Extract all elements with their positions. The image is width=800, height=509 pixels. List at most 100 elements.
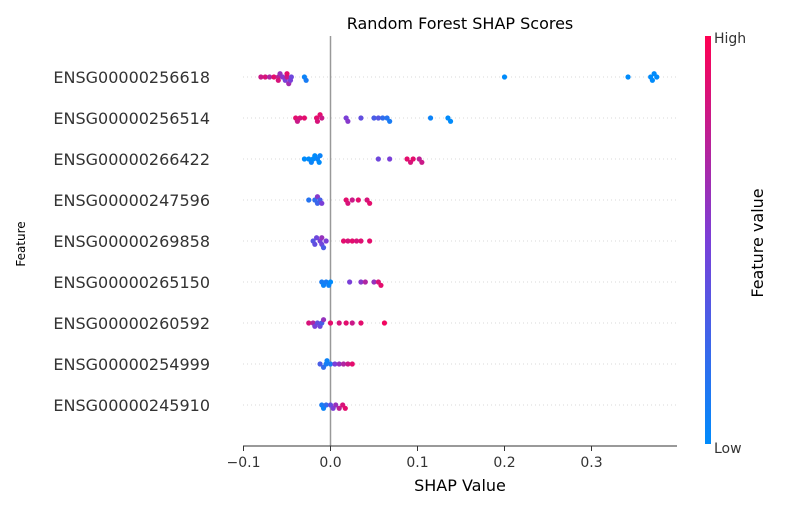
colorbar-low-label: Low <box>714 441 742 457</box>
feature-label: ENSG00000247596 <box>53 191 210 210</box>
shap-point <box>327 320 334 326</box>
shap-point <box>625 74 631 80</box>
shap-point <box>284 71 290 77</box>
shap-point <box>358 320 364 326</box>
shap-point <box>324 358 330 364</box>
shap-point <box>649 77 656 83</box>
feature-label: ENSG00000256514 <box>53 109 210 128</box>
shap-point <box>340 238 347 244</box>
shap-point <box>319 115 325 121</box>
plot-area <box>243 36 677 446</box>
shap-point <box>301 115 307 121</box>
shap-point <box>262 74 268 80</box>
shap-point <box>288 74 294 80</box>
shap-point <box>303 77 309 83</box>
shap-point <box>345 238 351 244</box>
shap-point <box>316 159 322 165</box>
shap-point <box>306 320 312 326</box>
shap-point <box>358 115 364 121</box>
shap-point <box>362 279 368 285</box>
shap-point <box>380 115 386 121</box>
shap-point <box>378 282 384 288</box>
colorbar <box>705 36 711 444</box>
shap-point <box>410 156 416 162</box>
x-tick-label: 0.1 <box>406 455 428 471</box>
shap-point <box>345 361 351 367</box>
shap-point <box>342 405 348 411</box>
shap-point <box>343 320 349 326</box>
shap-point <box>319 200 325 206</box>
feature-label: ENSG00000254999 <box>53 355 210 374</box>
shap-point <box>387 156 393 162</box>
feature-label: ENSG00000260592 <box>53 314 210 333</box>
shap-point <box>354 238 360 244</box>
colorbar-title: Feature value <box>748 188 767 297</box>
colorbar-high-label: High <box>714 31 746 47</box>
shap-point <box>327 279 334 285</box>
shap-point <box>371 279 377 285</box>
shap-point <box>419 159 425 165</box>
shap-point <box>323 402 329 408</box>
shap-point <box>319 235 325 241</box>
shap-point <box>358 238 364 244</box>
shap-point <box>347 279 353 285</box>
shap-point <box>333 402 339 408</box>
shap-point <box>427 115 434 121</box>
shap-point <box>332 361 338 367</box>
shap-point <box>501 74 508 80</box>
x-tick-label: 0.3 <box>580 455 602 471</box>
shap-point <box>340 361 347 367</box>
x-tick-label: 0.0 <box>319 455 341 471</box>
shap-point <box>317 153 323 159</box>
y-axis-label: Feature <box>14 221 28 266</box>
x-axis-ticks: −0.1 0.0 0.1 0.2 0.3 <box>227 446 603 471</box>
shap-point <box>306 197 312 203</box>
shap-point <box>367 200 373 206</box>
shap-point <box>345 200 351 206</box>
shap-point <box>404 156 410 162</box>
shap-point <box>654 74 660 80</box>
shap-point <box>375 156 381 162</box>
shap-point <box>323 238 329 244</box>
feature-label: ENSG00000265150 <box>53 273 210 292</box>
shap-point <box>447 118 454 124</box>
shap-point <box>367 238 373 244</box>
shap-point <box>312 241 318 247</box>
shap-point <box>345 118 351 124</box>
chart-title: Random Forest SHAP Scores <box>347 14 574 33</box>
shap-point <box>349 361 355 367</box>
shap-point <box>314 118 321 124</box>
feature-label: ENSG00000245910 <box>53 396 210 415</box>
shap-point <box>267 74 273 80</box>
feature-label: ENSG00000269858 <box>53 232 210 251</box>
shap-point <box>258 74 264 80</box>
shap-point <box>336 405 342 411</box>
x-tick-label: −0.1 <box>227 455 261 471</box>
shap-point <box>271 74 277 80</box>
shap-point <box>336 361 342 367</box>
shap-point <box>387 118 393 124</box>
shap-point <box>297 115 303 121</box>
shap-point <box>275 77 281 83</box>
shap-point <box>301 156 307 162</box>
shap-point <box>358 279 364 285</box>
shap-point <box>313 235 320 241</box>
shap-point <box>336 320 342 326</box>
shap-point <box>355 197 361 203</box>
x-tick-label: 0.2 <box>493 455 515 471</box>
shap-point <box>317 361 323 367</box>
shap-point <box>327 361 334 367</box>
x-axis-label: SHAP Value <box>414 476 506 495</box>
shap-point <box>371 115 377 121</box>
feature-label: ENSG00000266422 <box>53 150 210 169</box>
shap-point <box>320 317 327 323</box>
feature-label: ENSG00000256618 <box>53 68 210 87</box>
shap-point <box>349 197 355 203</box>
shap-point <box>349 320 355 326</box>
feature-labels: ENSG00000256618 ENSG00000256514 ENSG000002… <box>53 68 210 415</box>
shap-point <box>349 238 355 244</box>
shap-point <box>320 245 327 251</box>
shap-point <box>381 320 388 326</box>
shap-point <box>375 115 381 121</box>
